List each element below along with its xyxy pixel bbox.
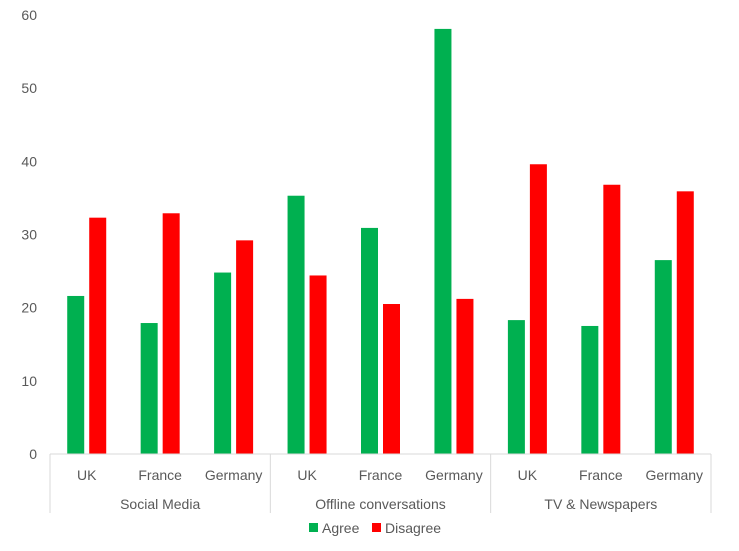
x-category-label: UK bbox=[518, 467, 538, 483]
bar-agree-4 bbox=[287, 195, 305, 454]
y-tick-label: 10 bbox=[21, 373, 37, 389]
bar-disagree-7 bbox=[529, 164, 547, 454]
bar-disagree-8 bbox=[603, 184, 621, 454]
x-category-label: Germany bbox=[205, 467, 263, 483]
y-tick-label: 30 bbox=[21, 227, 37, 243]
bar-disagree-4 bbox=[309, 275, 327, 454]
bar-agree-5 bbox=[361, 227, 378, 454]
x-axis: UK France Germany UK France Germany UK France Ge… bbox=[49, 453, 712, 513]
bar-disagree-6 bbox=[456, 298, 474, 454]
x-category-label: France bbox=[138, 467, 182, 483]
bar-agree-2 bbox=[140, 323, 158, 454]
bars bbox=[67, 28, 694, 454]
legend-swatch-agree bbox=[309, 523, 318, 532]
y-tick-label: 20 bbox=[21, 300, 37, 316]
x-category-label: France bbox=[359, 467, 403, 483]
bar-agree-7 bbox=[507, 320, 525, 454]
bar-disagree-9 bbox=[676, 191, 694, 454]
x-category-label: Germany bbox=[645, 467, 703, 483]
y-axis: 0 10 20 30 40 50 60 bbox=[21, 7, 37, 462]
legend-label-disagree: Disagree bbox=[385, 520, 441, 536]
x-group-label: Social Media bbox=[120, 496, 200, 512]
legend-label-agree: Agree bbox=[322, 520, 360, 536]
legend-swatch-disagree bbox=[372, 523, 381, 532]
y-tick-label: 0 bbox=[29, 446, 37, 462]
bar-agree-3 bbox=[214, 272, 232, 454]
bar-agree-8 bbox=[581, 325, 599, 454]
x-group-label: Offline conversations bbox=[315, 496, 445, 512]
legend: Agree Disagree bbox=[309, 520, 441, 536]
bar-agree-9 bbox=[654, 260, 672, 454]
bar-disagree-5 bbox=[383, 304, 400, 454]
y-tick-label: 50 bbox=[21, 80, 37, 96]
y-tick-label: 40 bbox=[21, 153, 37, 169]
bar-disagree-1 bbox=[89, 217, 107, 454]
y-tick-label: 60 bbox=[21, 7, 37, 23]
x-group-label: TV & Newspapers bbox=[544, 496, 657, 512]
x-category-label: UK bbox=[77, 467, 97, 483]
bar-disagree-2 bbox=[162, 213, 180, 454]
bar-agree-6 bbox=[434, 28, 452, 454]
bar-disagree-3 bbox=[236, 240, 254, 454]
x-category-label: France bbox=[579, 467, 623, 483]
x-category-label: UK bbox=[297, 467, 317, 483]
bar-agree-1 bbox=[67, 295, 85, 454]
x-category-label: Germany bbox=[425, 467, 483, 483]
